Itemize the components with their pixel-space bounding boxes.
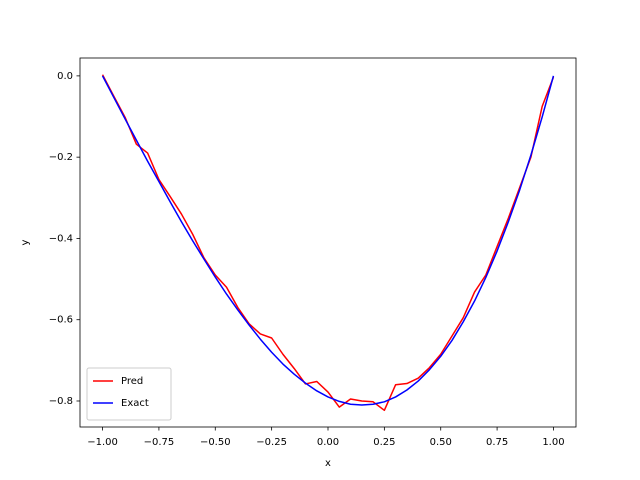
x-tick-label: 0.00	[317, 437, 339, 448]
x-tick-label: 0.50	[430, 437, 452, 448]
plot-frame	[79, 57, 577, 428]
x-axis-label: x	[325, 458, 331, 469]
legend-label: Exact	[121, 398, 149, 409]
x-tick-label: −1.00	[87, 437, 118, 448]
line-series	[101, 75, 555, 406]
legend-label: Pred	[121, 376, 143, 387]
x-tick-label: −0.50	[200, 437, 231, 448]
y-tick-label: −0.2	[49, 152, 73, 163]
y-tick-label: −0.4	[49, 233, 73, 244]
line-series	[101, 74, 555, 412]
x-tick-label: −0.75	[144, 437, 175, 448]
y-tick-label: −0.6	[49, 315, 73, 326]
y-tick-label: 0.0	[57, 71, 73, 82]
x-tick-label: 0.75	[486, 437, 508, 448]
x-tick-label: 0.25	[373, 437, 395, 448]
x-tick-label: −0.25	[256, 437, 287, 448]
y-axis-label: y	[20, 239, 31, 245]
x-tick-label: 1.00	[542, 437, 564, 448]
y-tick-label: −0.8	[49, 396, 73, 407]
